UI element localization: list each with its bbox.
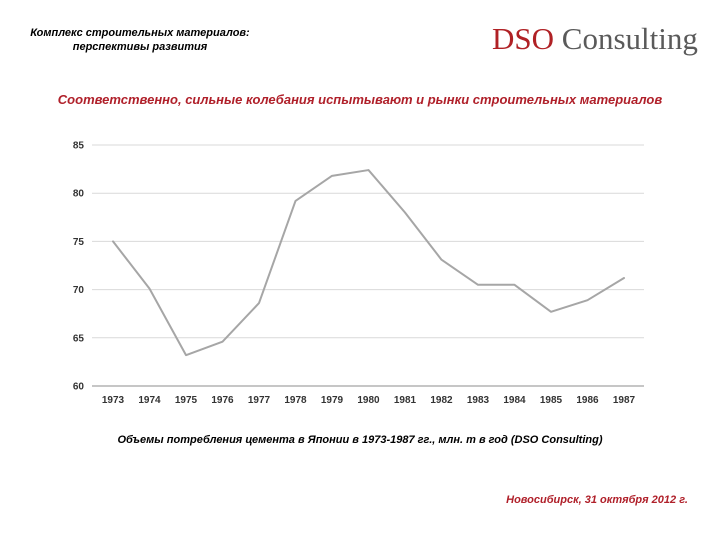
- x-tick-label: 1987: [613, 395, 636, 406]
- y-tick-label: 65: [73, 333, 85, 344]
- dso-consulting-logo: DSO Consulting: [492, 18, 702, 60]
- x-axis-tick-labels: 1973 1974 1975 1976 1977 1978 1979 1980 1981 1982…: [102, 395, 636, 406]
- grid-lines: [92, 144, 644, 387]
- x-tick-label: 1980: [357, 395, 380, 406]
- y-tick-label: 60: [73, 382, 85, 393]
- x-tick-label: 1982: [430, 395, 453, 406]
- chart-caption: Объемы потребления цемента в Японии в 19…: [117, 434, 603, 446]
- x-tick-label: 1974: [138, 395, 161, 406]
- x-tick-label: 1979: [321, 395, 344, 406]
- slide-subtitle: Соответственно, сильные колебания испыты…: [57, 92, 663, 107]
- footer-date: Новосибирск, 31 октября 2012 г.: [506, 494, 688, 506]
- x-tick-label: 1983: [467, 395, 490, 406]
- y-axis-tick-labels: 60 65 70 75 80 85: [73, 141, 85, 393]
- x-tick-label: 1986: [576, 395, 599, 406]
- x-tick-label: 1976: [211, 395, 234, 406]
- header-title: Комплекс строительных материалов: перспе…: [0, 26, 280, 54]
- header-title-line2: перспективы развития: [72, 41, 208, 53]
- x-tick-label: 1978: [284, 395, 307, 406]
- x-tick-label: 1975: [175, 395, 198, 406]
- series-lines: [112, 169, 625, 357]
- y-tick-label: 75: [73, 237, 85, 248]
- x-tick-label: 1981: [394, 395, 417, 406]
- logo-brand-suffix: Consulting: [561, 21, 698, 56]
- x-tick-label: 1977: [248, 395, 271, 406]
- x-tick-label: 1985: [540, 395, 563, 406]
- x-tick-label: 1973: [102, 395, 125, 406]
- header-title-line1: Комплекс строительных материалов:: [30, 27, 250, 39]
- logo-brand: DSO: [492, 21, 555, 56]
- y-tick-label: 85: [73, 141, 85, 152]
- y-tick-label: 80: [73, 189, 85, 200]
- y-tick-label: 70: [73, 285, 85, 296]
- series-line: [112, 169, 625, 357]
- x-tick-label: 1984: [503, 395, 526, 406]
